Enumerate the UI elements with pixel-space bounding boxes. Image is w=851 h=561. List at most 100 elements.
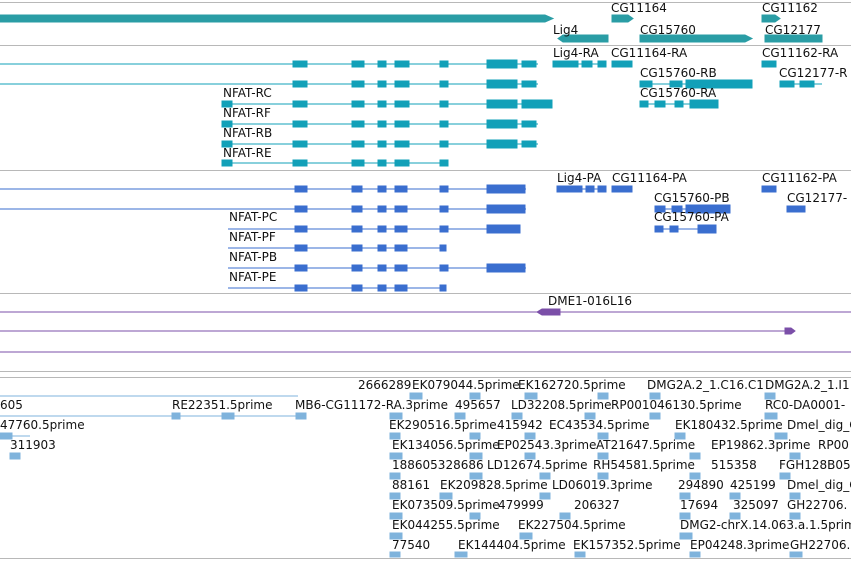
transcript-exon[interactable] bbox=[292, 60, 308, 68]
est-exon[interactable] bbox=[729, 492, 741, 500]
cds-exon[interactable] bbox=[377, 264, 387, 272]
cds-exon[interactable] bbox=[486, 204, 526, 214]
gene-label[interactable]: CG15760 bbox=[640, 23, 696, 37]
est-exon[interactable] bbox=[389, 551, 401, 558]
transcript-exon[interactable] bbox=[351, 60, 365, 68]
est-exon[interactable] bbox=[789, 452, 801, 460]
est-exon[interactable] bbox=[789, 512, 801, 520]
transcript-exon[interactable] bbox=[439, 120, 449, 128]
est-exon[interactable] bbox=[689, 452, 701, 460]
transcript-exon[interactable] bbox=[486, 99, 518, 109]
cds-exon[interactable] bbox=[351, 225, 363, 233]
gene-label[interactable]: Lig4 bbox=[553, 23, 579, 37]
transcript-exon[interactable] bbox=[486, 119, 518, 129]
est-exon[interactable] bbox=[469, 452, 483, 460]
transcript-exon[interactable] bbox=[377, 100, 387, 108]
est-label[interactable]: DMG2A.2_1.C16.C1 bbox=[647, 378, 764, 392]
est-label[interactable]: EK209828.5prime bbox=[440, 478, 548, 492]
est-label[interactable]: 17694 bbox=[680, 498, 719, 512]
est-label[interactable]: LD06019.3prime bbox=[552, 478, 653, 492]
transcript-exon[interactable] bbox=[439, 100, 449, 108]
transcript-exon[interactable] bbox=[377, 159, 387, 167]
transcript-exon[interactable] bbox=[674, 100, 684, 108]
est-exon[interactable] bbox=[649, 412, 661, 420]
transcript-exon[interactable] bbox=[611, 60, 633, 68]
transcript-exon[interactable] bbox=[521, 120, 537, 128]
est-label[interactable]: GH22706. bbox=[790, 538, 851, 552]
clone-exon[interactable] bbox=[784, 327, 796, 335]
est-label[interactable]: RH54581.5prime bbox=[593, 458, 695, 472]
gene-feature[interactable] bbox=[557, 34, 609, 43]
transcript-exon[interactable] bbox=[689, 99, 719, 109]
est-exon[interactable] bbox=[469, 432, 481, 440]
transcript-label[interactable]: CG11162-RA bbox=[762, 46, 839, 60]
est-exon[interactable] bbox=[679, 532, 693, 540]
est-exon[interactable] bbox=[454, 412, 466, 420]
transcript-label[interactable]: NFAT-RF bbox=[223, 106, 271, 120]
cds-exon[interactable] bbox=[377, 225, 387, 233]
cds-exon[interactable] bbox=[394, 264, 408, 272]
transcript-exon[interactable] bbox=[221, 159, 233, 167]
cds-exon[interactable] bbox=[294, 185, 308, 193]
transcript-label[interactable]: NFAT-RB bbox=[223, 126, 273, 140]
est-exon[interactable] bbox=[559, 512, 571, 520]
cds-label[interactable]: NFAT-PF bbox=[229, 230, 276, 244]
est-exon[interactable] bbox=[295, 412, 307, 420]
est-label[interactable]: LD32208.5prime bbox=[511, 398, 612, 412]
transcript-exon[interactable] bbox=[351, 159, 365, 167]
est-exon[interactable] bbox=[389, 512, 403, 520]
transcript-exon[interactable] bbox=[292, 100, 308, 108]
est-label[interactable]: EK162720.5prime bbox=[518, 378, 626, 392]
est-label[interactable]: 77540 bbox=[392, 538, 431, 552]
transcript-label[interactable]: NFAT-RE bbox=[223, 146, 272, 160]
est-exon[interactable] bbox=[689, 472, 701, 480]
est-label[interactable]: EK134056.5prime bbox=[392, 438, 500, 452]
est-exon[interactable] bbox=[389, 532, 403, 540]
cds-exon[interactable] bbox=[294, 284, 308, 292]
transcript-exon[interactable] bbox=[439, 159, 449, 167]
transcript-exon[interactable] bbox=[221, 100, 233, 108]
est-label[interactable]: 294890 bbox=[678, 478, 724, 492]
gene-label[interactable]: CG11162 bbox=[762, 1, 818, 15]
cds-exon[interactable] bbox=[486, 224, 521, 234]
cds-exon[interactable] bbox=[377, 185, 387, 193]
est-label[interactable]: Dmel_dig_C bbox=[787, 418, 851, 432]
est-exon[interactable] bbox=[597, 452, 609, 460]
transcript-exon[interactable] bbox=[685, 79, 753, 89]
est-exon[interactable] bbox=[524, 392, 538, 400]
est-exon[interactable] bbox=[389, 452, 403, 460]
cds-exon[interactable] bbox=[597, 185, 607, 193]
est-label[interactable]: GH22706. bbox=[787, 498, 848, 512]
est-label[interactable]: EP04248.3prime bbox=[690, 538, 790, 552]
cds-label[interactable]: CG15760-PB bbox=[654, 191, 730, 205]
est-exon[interactable] bbox=[679, 512, 691, 520]
est-exon[interactable] bbox=[649, 392, 661, 400]
transcript-label[interactable]: Lig4-RA bbox=[553, 46, 599, 60]
transcript-exon[interactable] bbox=[581, 60, 593, 68]
est-exon[interactable] bbox=[774, 432, 788, 440]
transcript-exon[interactable] bbox=[377, 80, 387, 88]
gene-feature[interactable] bbox=[761, 14, 781, 23]
est-exon[interactable] bbox=[0, 432, 13, 440]
transcript-exon[interactable] bbox=[351, 80, 365, 88]
cds-label[interactable]: NFAT-PC bbox=[229, 210, 278, 224]
est-label[interactable]: 479999 bbox=[498, 498, 544, 512]
gene-feature[interactable] bbox=[611, 14, 634, 23]
est-label[interactable]: Dmel_dig_C bbox=[787, 478, 851, 492]
transcript-exon[interactable] bbox=[521, 60, 537, 68]
cds-exon[interactable] bbox=[486, 184, 526, 194]
est-label[interactable]: RE22351.5prime bbox=[172, 398, 273, 412]
transcript-exon[interactable] bbox=[521, 140, 537, 148]
est-label[interactable]: 515358 bbox=[711, 458, 757, 472]
est-label[interactable]: EK290516.5prime bbox=[389, 418, 497, 432]
est-label[interactable]: EK073509.5prime bbox=[392, 498, 500, 512]
cds-exon[interactable] bbox=[439, 244, 447, 252]
est-label[interactable]: EP19862.3prime bbox=[711, 438, 811, 452]
est-label[interactable]: 311903 bbox=[10, 438, 56, 452]
est-label[interactable]: DMG2A.2_1.I1 bbox=[765, 378, 850, 392]
cds-exon[interactable] bbox=[669, 225, 679, 233]
cds-exon[interactable] bbox=[294, 244, 308, 252]
transcript-exon[interactable] bbox=[439, 80, 449, 88]
est-label[interactable]: EK079044.5prime bbox=[412, 378, 520, 392]
